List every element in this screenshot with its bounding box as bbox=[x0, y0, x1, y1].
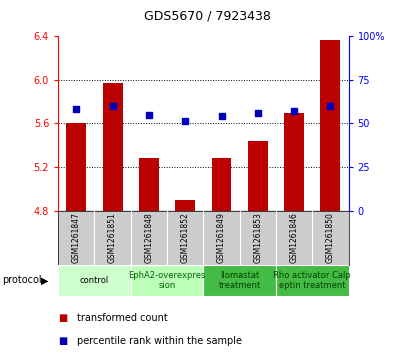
Text: ■: ■ bbox=[58, 336, 67, 346]
Bar bbox=[139, 158, 159, 211]
Bar bbox=[203, 265, 276, 296]
Text: protocol: protocol bbox=[2, 276, 42, 285]
Point bbox=[218, 113, 225, 119]
Text: GSM1261849: GSM1261849 bbox=[217, 212, 226, 263]
Point bbox=[73, 106, 80, 112]
Text: GDS5670 / 7923438: GDS5670 / 7923438 bbox=[144, 9, 271, 22]
Text: transformed count: transformed count bbox=[77, 313, 168, 323]
Text: ■: ■ bbox=[58, 313, 67, 323]
Bar bbox=[276, 265, 349, 296]
Text: EphA2-overexpres
sion: EphA2-overexpres sion bbox=[128, 271, 206, 290]
Point bbox=[146, 112, 152, 118]
Bar bbox=[175, 200, 195, 211]
Text: ▶: ▶ bbox=[41, 276, 49, 285]
Bar bbox=[320, 40, 340, 211]
Bar bbox=[212, 158, 232, 211]
Text: GSM1261853: GSM1261853 bbox=[253, 212, 262, 263]
Bar bbox=[131, 265, 203, 296]
Text: control: control bbox=[80, 276, 109, 285]
Text: Rho activator Calp
eptin treatment: Rho activator Calp eptin treatment bbox=[273, 271, 351, 290]
Bar bbox=[58, 265, 131, 296]
Text: percentile rank within the sample: percentile rank within the sample bbox=[77, 336, 242, 346]
Bar bbox=[248, 141, 268, 211]
Point bbox=[327, 103, 334, 109]
Text: GSM1261848: GSM1261848 bbox=[144, 212, 154, 263]
Text: Ilomastat
treatment: Ilomastat treatment bbox=[219, 271, 261, 290]
Bar bbox=[66, 123, 86, 211]
Text: GSM1261851: GSM1261851 bbox=[108, 212, 117, 263]
Text: GSM1261852: GSM1261852 bbox=[181, 212, 190, 263]
Text: GSM1261847: GSM1261847 bbox=[72, 212, 81, 263]
Point bbox=[291, 109, 298, 114]
Bar bbox=[103, 83, 122, 211]
Point bbox=[109, 103, 116, 109]
Point bbox=[254, 110, 261, 115]
Text: GSM1261850: GSM1261850 bbox=[326, 212, 335, 263]
Point bbox=[182, 118, 188, 124]
Text: GSM1261846: GSM1261846 bbox=[290, 212, 299, 263]
Bar bbox=[284, 113, 304, 211]
